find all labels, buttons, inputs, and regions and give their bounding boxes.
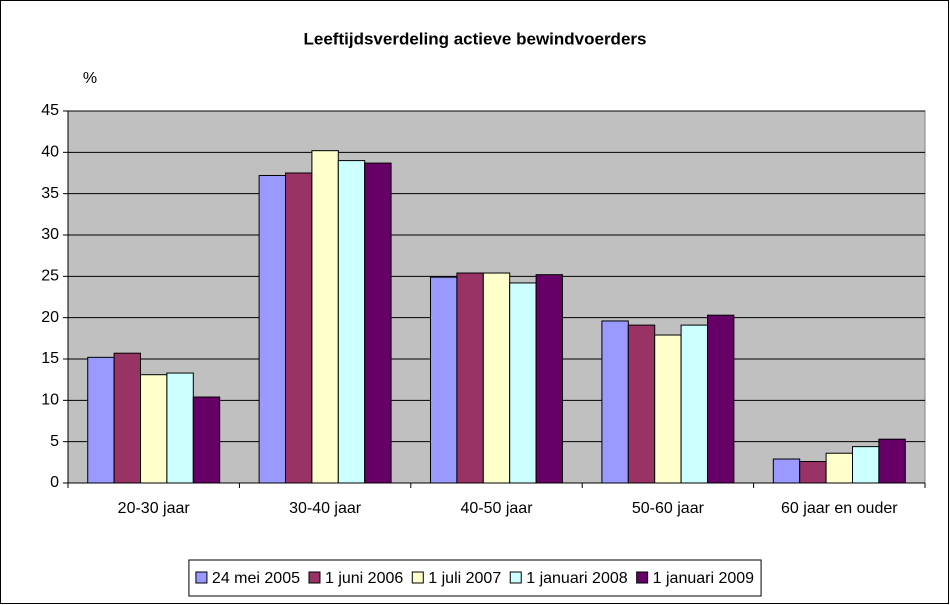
legend-swatch	[411, 571, 424, 584]
y-axis-label: %	[83, 70, 97, 87]
legend-swatch	[195, 571, 208, 584]
y-tick-label: 5	[50, 433, 59, 450]
legend-swatch	[636, 571, 649, 584]
bar	[825, 452, 853, 484]
bar	[654, 334, 682, 484]
bar	[364, 162, 392, 484]
bar	[535, 274, 563, 484]
bar	[456, 272, 484, 484]
bar	[799, 461, 827, 484]
bar	[258, 174, 287, 484]
y-tick-label: 0	[50, 474, 59, 491]
bar	[878, 438, 906, 484]
bar	[166, 372, 194, 484]
y-tick-label: 25	[41, 268, 59, 285]
bar	[113, 352, 142, 484]
bar	[337, 160, 366, 484]
legend-label: 1 januari 2009	[653, 570, 755, 587]
x-tick-label: 30-40 jaar	[289, 500, 362, 517]
bar	[140, 374, 168, 484]
bar	[851, 446, 880, 484]
bar	[285, 172, 313, 484]
legend-label: 24 mei 2005	[212, 570, 300, 587]
x-tick-label: 50-60 jaar	[632, 500, 705, 517]
chart-title: Leeftijdsverdeling actieve bewindvoerder…	[304, 29, 647, 48]
bar	[601, 320, 629, 484]
bar	[430, 276, 458, 484]
bar	[87, 356, 115, 484]
y-tick-label: 10	[41, 392, 59, 409]
bar	[627, 324, 656, 484]
x-tick-label: 60 jaar en ouder	[781, 500, 898, 517]
y-tick-label: 30	[41, 226, 59, 243]
bar	[680, 324, 708, 484]
bar	[482, 272, 511, 484]
bar	[509, 282, 537, 484]
legend-swatch	[308, 571, 321, 584]
y-tick-label: 15	[41, 350, 59, 367]
legend-label: 1 juni 2006	[325, 570, 403, 587]
y-tick-label: 40	[41, 144, 59, 161]
bar	[192, 396, 221, 484]
y-tick-label: 45	[41, 102, 59, 119]
y-tick-label: 20	[41, 309, 59, 326]
x-tick-label: 40-50 jaar	[460, 500, 533, 517]
bar	[311, 150, 339, 484]
legend-label: 1 januari 2008	[526, 570, 628, 587]
bar	[706, 314, 735, 484]
legend-label: 1 juli 2007	[428, 570, 501, 587]
legend-swatch	[509, 571, 522, 584]
y-tick-label: 35	[41, 185, 59, 202]
x-tick-label: 20-30 jaar	[118, 500, 191, 517]
legend-box	[188, 559, 762, 597]
bar	[772, 458, 801, 484]
